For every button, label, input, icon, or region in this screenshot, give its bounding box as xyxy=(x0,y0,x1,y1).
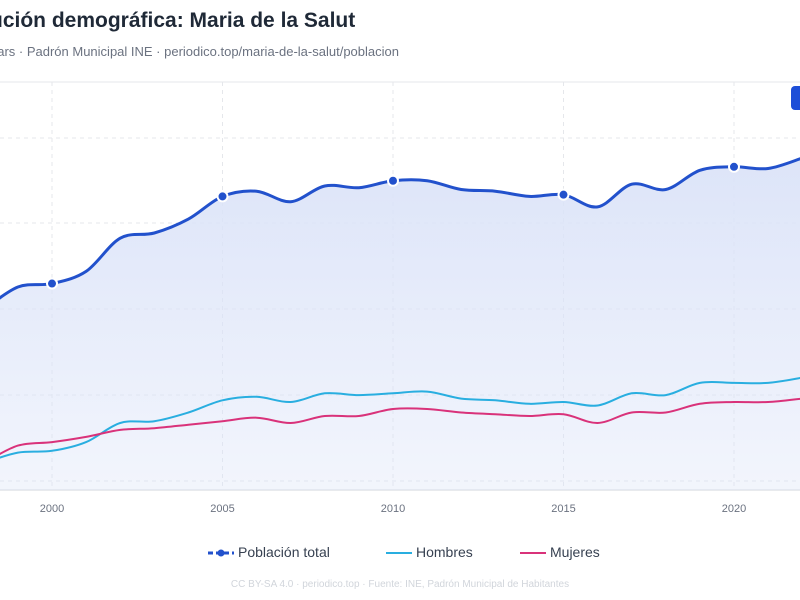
legend-total-icon xyxy=(208,549,234,557)
x-tick-label: 2010 xyxy=(381,503,405,515)
x-tick-label: 2020 xyxy=(722,503,746,515)
total-point-marker xyxy=(46,277,58,290)
legend-item-total[interactable]: Población total xyxy=(208,544,330,560)
total-area-fill xyxy=(0,158,800,490)
chart-subtitle: ears · Padrón Municipal INE · periodico.… xyxy=(0,44,399,59)
x-tick-label: 2005 xyxy=(210,503,234,515)
legend-item-hombres[interactable]: Hombres xyxy=(386,544,473,560)
legend-mujeres-icon xyxy=(520,552,546,555)
x-tick-label: 2000 xyxy=(40,503,64,515)
chart-title: ución demográfica: Maria de la Salut xyxy=(0,9,356,32)
total-point-marker xyxy=(557,188,570,201)
series-line-2 xyxy=(0,397,800,455)
x-tick-label: 2015 xyxy=(551,503,575,515)
legend-label-hombres: Hombres xyxy=(416,544,473,560)
total-point-marker xyxy=(387,174,399,187)
legend-label-total: Población total xyxy=(238,544,330,560)
total-point-marker xyxy=(216,190,229,203)
series-line-1 xyxy=(0,376,800,459)
legend-item-mujeres[interactable]: Mujeres xyxy=(520,544,600,560)
chart-menu-button[interactable] xyxy=(791,86,800,110)
legend-label-mujeres: Mujeres xyxy=(550,544,600,560)
footer-credits: CC BY-SA 4.0 · periodico.top · Fuente: I… xyxy=(230,579,570,590)
total-point-marker xyxy=(728,160,740,173)
legend-hombres-icon xyxy=(386,552,412,555)
